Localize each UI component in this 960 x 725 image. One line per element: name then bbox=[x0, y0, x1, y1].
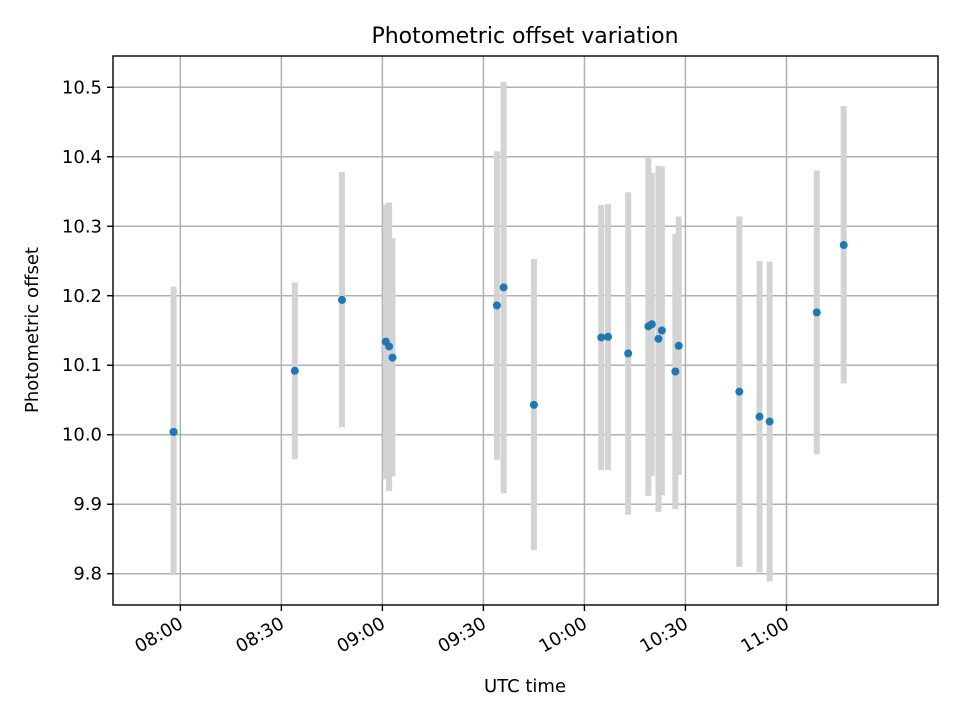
data-point bbox=[735, 387, 744, 396]
data-point bbox=[604, 332, 612, 341]
plot-frame bbox=[112, 55, 939, 606]
data-point bbox=[492, 301, 501, 310]
data-point bbox=[654, 334, 663, 343]
data-point bbox=[657, 326, 666, 335]
data-point bbox=[529, 400, 538, 409]
data-point bbox=[337, 295, 346, 304]
y-tick-label: 10.5 bbox=[62, 77, 102, 98]
x-axis-ticks: 08:00 08:30 09:00 09:30 10:00 10:30 11:00 bbox=[131, 605, 793, 657]
y-tick-label: 10.2 bbox=[62, 286, 102, 307]
y-tick-label: 9.8 bbox=[73, 564, 102, 585]
y-tick-label: 10.1 bbox=[62, 355, 102, 376]
data-point bbox=[812, 308, 821, 317]
x-tick-label: 11:00 bbox=[738, 613, 793, 657]
data-point bbox=[765, 417, 774, 426]
grid bbox=[113, 56, 938, 605]
data-point bbox=[755, 412, 764, 421]
data-point bbox=[671, 367, 680, 376]
y-axis-ticks: 9.8 9.9 10.0 10.1 10.2 10.3 10.4 10.5 bbox=[62, 77, 113, 585]
data-point bbox=[385, 342, 394, 351]
chart-title: Photometric offset variation bbox=[371, 24, 678, 49]
data-points bbox=[169, 241, 848, 436]
y-axis-label: Photometric offset bbox=[22, 247, 43, 413]
data-point bbox=[169, 427, 178, 436]
data-point bbox=[839, 241, 848, 250]
data-point bbox=[388, 353, 397, 362]
x-tick-label: 10:00 bbox=[536, 613, 591, 657]
x-tick-label: 09:00 bbox=[333, 613, 388, 657]
x-axis-label: UTC time bbox=[484, 676, 566, 697]
data-point bbox=[597, 333, 606, 342]
x-tick-label: 08:30 bbox=[232, 613, 287, 657]
y-tick-label: 9.9 bbox=[73, 494, 102, 515]
data-point bbox=[290, 366, 299, 375]
x-tick-label: 10:30 bbox=[637, 613, 692, 657]
data-point bbox=[499, 283, 508, 292]
data-point bbox=[624, 349, 633, 358]
y-tick-label: 10.3 bbox=[62, 216, 102, 237]
data-point bbox=[647, 320, 656, 329]
x-tick-label: 08:00 bbox=[131, 613, 186, 657]
data-point bbox=[674, 341, 683, 350]
y-tick-label: 10.4 bbox=[62, 147, 102, 168]
y-tick-label: 10.0 bbox=[62, 425, 102, 446]
x-tick-label: 09:30 bbox=[434, 613, 489, 657]
